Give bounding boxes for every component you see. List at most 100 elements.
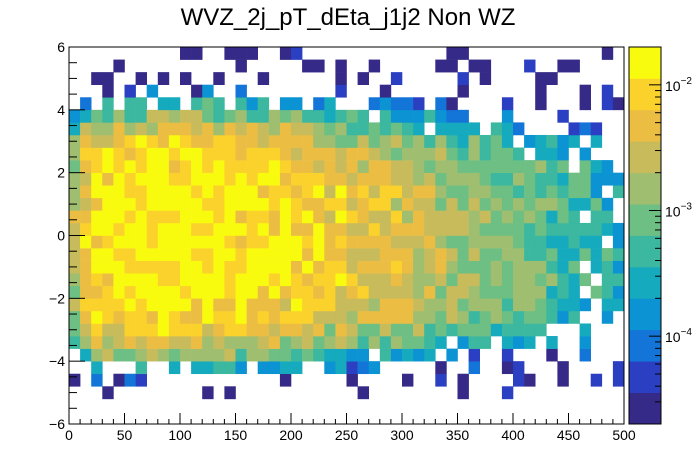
heatmap-cell	[313, 185, 325, 199]
heatmap-cell	[213, 222, 225, 236]
heatmap-cell	[490, 134, 503, 148]
heatmap-cell	[435, 197, 447, 211]
y-tick-label: 4	[57, 102, 65, 118]
heatmap-cell	[568, 172, 580, 186]
heatmap-cell	[324, 197, 336, 211]
colorbar-segment	[629, 321, 661, 331]
heatmap-cell	[291, 310, 303, 324]
colorbar-segment	[629, 172, 661, 181]
heatmap-cell	[457, 109, 469, 123]
heatmap-cell	[157, 323, 170, 337]
heatmap-cell	[590, 260, 603, 274]
heatmap-cell	[113, 273, 125, 287]
heatmap-cell	[91, 160, 103, 173]
colorbar-segment	[629, 211, 661, 221]
heatmap-cell	[213, 160, 225, 173]
heatmap-cell	[590, 373, 603, 387]
heatmap-cell	[224, 235, 236, 249]
heatmap-cell	[191, 147, 203, 161]
heatmap-cell	[202, 386, 214, 400]
heatmap-cell	[146, 197, 159, 211]
heatmap-cell	[501, 336, 514, 349]
heatmap-cell	[224, 109, 236, 123]
heatmap-cell	[246, 310, 258, 324]
heatmap-cell	[335, 260, 347, 274]
heatmap-cell	[346, 147, 358, 161]
heatmap-cell	[424, 109, 436, 123]
heatmap-cell	[302, 260, 314, 274]
heatmap-cell	[91, 248, 103, 261]
heatmap-cell	[313, 310, 325, 324]
heatmap-cell	[191, 248, 203, 261]
heatmap-cell	[346, 210, 358, 224]
heatmap-cell	[279, 222, 292, 236]
heatmap-cell	[113, 122, 125, 136]
heatmap-cell	[468, 310, 480, 324]
heatmap-cell	[379, 235, 392, 249]
heatmap-cell	[601, 197, 614, 211]
heatmap-cell	[424, 298, 436, 312]
heatmap-cell	[346, 323, 358, 337]
heatmap-cell	[124, 323, 136, 337]
heatmap-cell	[168, 222, 181, 236]
heatmap-cell	[379, 84, 392, 98]
heatmap-cell	[568, 273, 580, 287]
heatmap-cell	[413, 273, 425, 287]
heatmap-cell	[291, 185, 303, 199]
heatmap-cell	[168, 122, 181, 136]
heatmap-cell	[257, 72, 270, 85]
heatmap-cell	[590, 248, 603, 261]
colorbar-segment	[629, 259, 661, 268]
heatmap-cell	[413, 134, 425, 148]
heatmap-cell	[69, 310, 81, 324]
heatmap-cell	[279, 147, 292, 161]
heatmap-cell	[246, 160, 258, 173]
heatmap-cell	[235, 273, 247, 287]
heatmap-cell	[435, 122, 447, 136]
heatmap-cell	[146, 185, 159, 199]
heatmap-cell	[446, 59, 458, 73]
heatmap-cell	[168, 134, 181, 148]
heatmap-cell	[135, 134, 147, 148]
colorbar: 10−2 10−3 10−4	[628, 46, 692, 425]
heatmap-cell	[357, 323, 369, 337]
heatmap-cell	[457, 122, 469, 136]
heatmap-cell	[324, 185, 336, 199]
heatmap-cell	[524, 298, 536, 312]
heatmap-cell	[390, 260, 403, 274]
heatmap-cell	[368, 147, 381, 161]
heatmap-cell	[435, 336, 447, 349]
heatmap-cell	[302, 172, 314, 186]
heatmap-cell	[568, 134, 580, 148]
heatmap-cell	[524, 222, 536, 236]
heatmap-cell	[601, 97, 614, 111]
heatmap-cell	[168, 285, 181, 299]
heatmap-cell	[557, 210, 569, 224]
heatmap-cell	[157, 260, 170, 274]
heatmap-cell	[379, 210, 392, 224]
heatmap-cell	[468, 298, 480, 312]
heatmap-cell	[335, 235, 347, 249]
heatmap-cell	[524, 323, 536, 337]
heatmap-cell	[157, 285, 170, 299]
heatmap-cell	[368, 273, 381, 287]
x-tick-label: 50	[117, 427, 133, 443]
heatmap-cell	[246, 323, 258, 337]
heatmap-cell	[257, 348, 270, 362]
heatmap-cell	[213, 298, 225, 312]
colorbar-segment	[629, 306, 661, 315]
heatmap-cell	[379, 185, 392, 199]
heatmap-cell	[302, 235, 314, 249]
heatmap-cell	[168, 298, 181, 312]
heatmap-cell	[346, 222, 358, 236]
heatmap-cell	[501, 172, 514, 186]
heatmap-cell	[379, 147, 392, 161]
heatmap-cell	[335, 84, 347, 98]
heatmap-cell	[346, 298, 358, 312]
heatmap-cell	[202, 122, 214, 136]
heatmap-cell	[346, 273, 358, 287]
heatmap-cell	[357, 248, 369, 261]
heatmap-cell	[324, 310, 336, 324]
heatmap-cell	[224, 273, 236, 287]
heatmap-cell	[535, 260, 547, 274]
